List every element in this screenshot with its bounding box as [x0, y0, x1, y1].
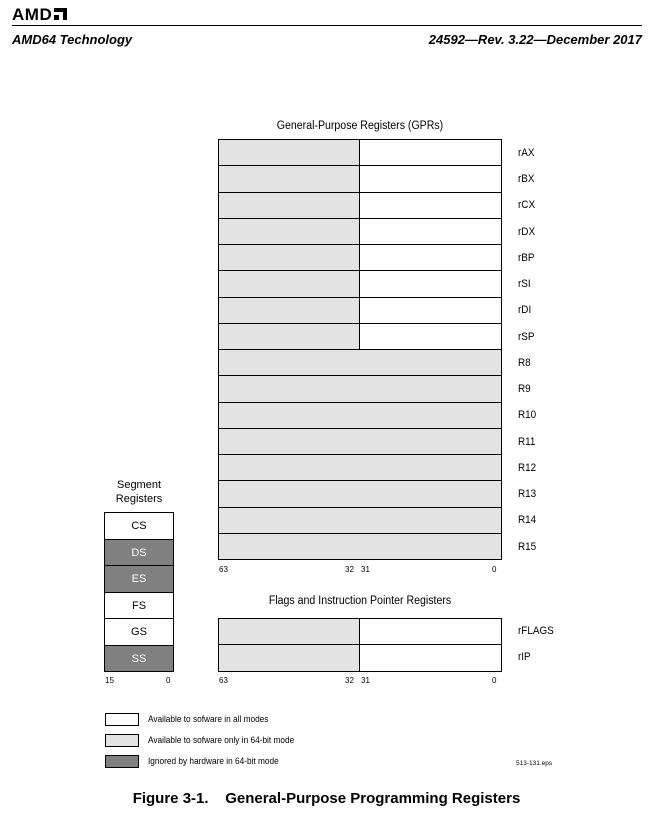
file-id: 513-131.eps [516, 760, 553, 767]
gpr-block [218, 139, 502, 560]
legend-text-ignored: Ignored by hardware in 64-bit mode [148, 756, 279, 766]
amd-logo: AMD [12, 5, 68, 25]
gpr-row-rsi [219, 271, 501, 298]
gpr-row-rcx [219, 192, 501, 219]
flags-title: Flags and Instruction Pointer Registers [268, 595, 452, 607]
gpr-title: General-Purpose Registers (GPRs) [276, 120, 444, 132]
legend-swatch-dark [105, 755, 139, 768]
flags-block [218, 618, 502, 672]
segment-title-line1: Segment [116, 479, 162, 491]
header-right: 24592—Rev. 3.22—December 2017 [428, 32, 642, 47]
gpr-bit-0: 0 [492, 565, 497, 574]
gpr-bit-32: 32 [345, 565, 354, 574]
legend-text-all-modes: Available to sofware in all modes [148, 714, 269, 724]
flags-bit-32: 32 [345, 676, 354, 685]
seg-row-fs: FS [105, 592, 173, 619]
gpr-row-rsp [219, 323, 501, 350]
gpr-name-rsi: rSI [518, 278, 531, 290]
seg-row-cs: CS [105, 513, 173, 540]
gpr-name-r14: R14 [518, 514, 537, 526]
gpr-name-rbx: rBX [518, 173, 535, 185]
gpr-name-r11: R11 [518, 436, 536, 448]
flags-name-rip: rIP [518, 651, 531, 663]
flags-name-rflags: rFLAGS [518, 625, 554, 637]
gpr-row-r8 [219, 350, 501, 377]
gpr-bit-63: 63 [219, 565, 228, 574]
flags-bit-63: 63 [219, 676, 228, 685]
gpr-name-rax: rAX [518, 147, 535, 159]
gpr-row-r10 [219, 402, 501, 429]
gpr-bit-31: 31 [361, 565, 370, 574]
gpr-row-rax [219, 140, 501, 167]
legend-text-64bit-only: Available to sofware only in 64-bit mode [148, 735, 295, 745]
flags-bit-0: 0 [492, 676, 497, 685]
seg-row-ss: SS [105, 645, 173, 671]
gpr-row-r14 [219, 507, 501, 534]
gpr-row-r9 [219, 376, 501, 403]
seg-row-ds: DS [105, 539, 173, 566]
flags-bit-31: 31 [361, 676, 370, 685]
gpr-row-rbp [219, 245, 501, 272]
figure-caption: Figure 3-1. General-Purpose Programming … [132, 790, 521, 807]
gpr-row-r12 [219, 455, 501, 482]
gpr-row-rbx [219, 166, 501, 193]
segment-title-line2: Registers [115, 493, 163, 505]
gpr-row-r11 [219, 428, 501, 455]
gpr-name-r12: R12 [518, 462, 537, 474]
seg-row-es: ES [105, 566, 173, 593]
gpr-row-r13 [219, 481, 501, 508]
gpr-name-r13: R13 [518, 488, 537, 500]
legend-swatch-light [105, 734, 139, 747]
logo-text: AMD [12, 5, 53, 24]
segment-bit-15: 15 [105, 676, 114, 685]
header-left: AMD64 Technology [12, 32, 133, 47]
gpr-row-rdi [219, 297, 501, 324]
gpr-row-rdx [219, 218, 501, 245]
segment-bit-0: 0 [166, 676, 171, 685]
gpr-name-rsp: rSP [518, 331, 535, 343]
segment-block: CS DS ES FS GS SS [104, 512, 174, 672]
segment-title: Segment Registers [104, 478, 174, 506]
header-rule [12, 25, 642, 26]
amd-arrow-icon [54, 8, 68, 20]
gpr-name-r9: R9 [518, 383, 531, 395]
flags-row-rip [219, 645, 501, 671]
gpr-row-r15 [219, 533, 501, 559]
seg-row-gs: GS [105, 619, 173, 646]
gpr-name-r15: R15 [518, 541, 537, 553]
flags-row-rflags [219, 619, 501, 645]
gpr-name-rbp: rBP [518, 252, 535, 264]
gpr-name-r8: R8 [518, 357, 531, 369]
gpr-name-r10: R10 [518, 409, 537, 421]
gpr-name-rdx: rDX [518, 226, 536, 238]
legend-swatch-white [105, 713, 139, 726]
gpr-name-rdi: rDI [518, 304, 532, 316]
gpr-name-rcx: rCX [518, 199, 536, 211]
